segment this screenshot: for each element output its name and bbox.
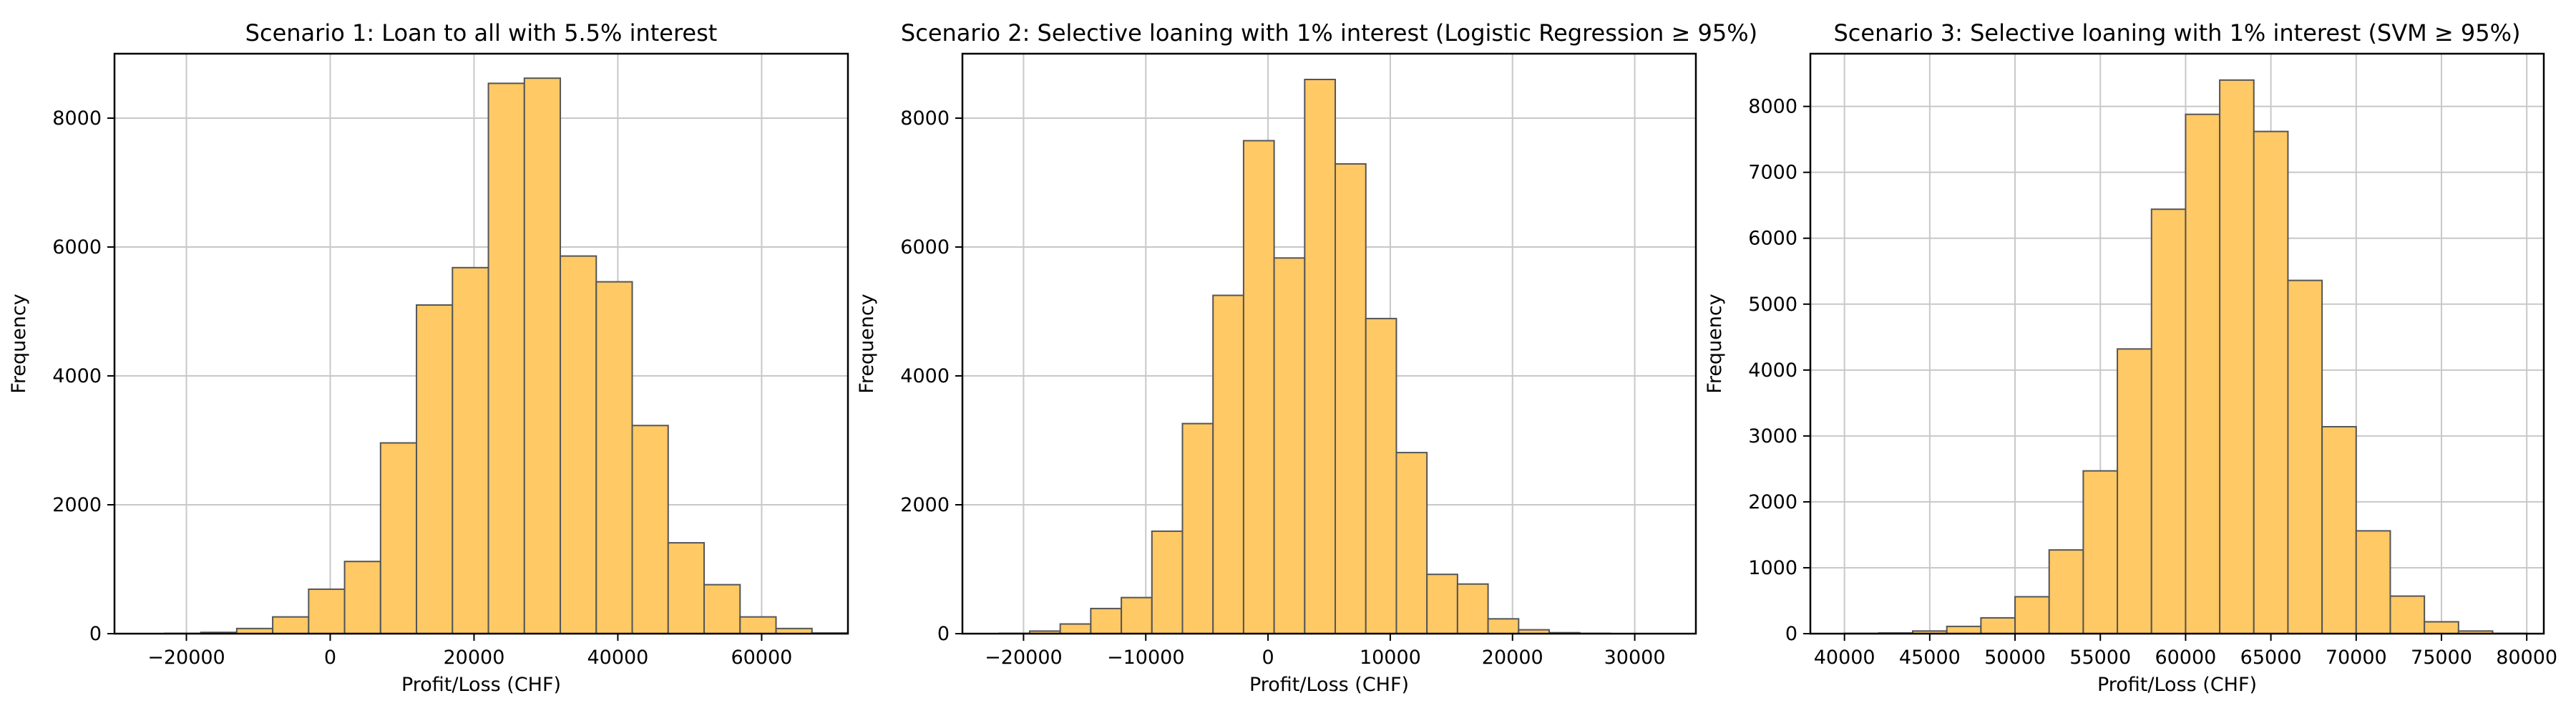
histogram-bar [2389,595,2426,635]
y-tick-label: 0 [1785,623,1797,645]
y-tick-label: 6000 [1748,228,1797,250]
x-tick-label: −10000 [1107,647,1185,669]
x-tick-label: 80000 [2496,647,2557,669]
histogram-bar [2321,425,2357,635]
y-tick-label: 0 [89,623,102,645]
x-tick-label: 65000 [2240,647,2302,669]
axes-frame [1809,52,2545,635]
histogram-bar [2014,596,2050,634]
histogram-panel-scenario-3: 40000 45000 50000 55000 60000 65000 70000 75000… [1704,19,2557,696]
histogram-bar [487,82,525,634]
x-tick-label: 45000 [1899,647,1961,669]
histogram-bar [272,616,310,634]
histogram-bar [308,588,346,635]
histogram-bar [523,77,562,634]
y-tick-label: 7000 [1748,162,1797,184]
histogram-bar [1059,623,1092,634]
histogram-bar [2424,621,2459,635]
histogram-bar [1242,140,1275,634]
histogram-bar [1090,607,1123,635]
histogram-bar [1335,163,1367,634]
histogram-bar [1426,574,1458,635]
histogram-bar [1121,596,1153,634]
histogram-bar [2185,113,2221,634]
histogram-bar [1365,317,1397,634]
y-tick-label: 2000 [1748,491,1797,513]
histogram-bar [595,281,633,634]
histogram-bar [1946,625,1982,634]
x-tick-label: 60000 [2155,647,2216,669]
histogram-bar [2287,279,2323,634]
x-tick-label: 55000 [2069,647,2131,669]
histogram-bar [1181,422,1214,634]
histogram-panel-scenario-2: −20000 −10000 0 10000 20000 30000 0 2000 4000 600… [856,19,1757,696]
histogram-bar [416,304,454,634]
histogram-bar [1304,79,1337,634]
histogram-bar [631,425,669,634]
histogram-bar [2082,470,2119,634]
x-tick-label: 40000 [587,647,648,669]
histogram-bar [452,266,489,634]
axes-frame [961,52,1697,635]
y-tick-label: 3000 [1748,425,1797,448]
x-tick-label: 10000 [1360,647,1421,669]
histogram-bar [2253,130,2289,634]
x-tick-label: 0 [324,647,336,669]
y-tick-label: 2000 [52,494,102,516]
y-tick-label: 8000 [52,107,102,130]
y-tick-label: 6000 [900,236,950,258]
y-tick-label: 5000 [1748,294,1797,316]
x-tick-label: 0 [1262,647,1274,669]
y-tick-label: 8000 [900,107,950,130]
histogram-bar [703,584,741,634]
histogram-panel-scenario-1: −20000 0 20000 40000 60000 0 2000 4000 6000 8000 S… [8,19,849,696]
x-tick-label: 20000 [443,647,504,669]
histogram-bar [2048,549,2084,635]
y-tick-label: 1000 [1748,557,1797,579]
x-tick-label: 50000 [1984,647,2046,669]
histogram-bar [343,561,381,635]
y-tick-label: 0 [937,623,950,645]
x-axis-label: Profit/Loss (CHF) [2097,674,2257,696]
x-tick-label: 20000 [1482,647,1543,669]
histogram-bar [1273,257,1306,634]
histogram-bar [2117,348,2152,634]
histogram-bar [1151,530,1184,635]
chart-title: Scenario 2: Selective loaning with 1% in… [901,19,1757,47]
x-tick-label: 40000 [1814,647,1875,669]
histogram-bar [1456,583,1489,635]
histogram-bar [667,542,706,634]
y-tick-label: 4000 [900,365,950,387]
histogram-bar [1212,294,1244,634]
histogram-bar [1980,616,2016,635]
x-tick-label: 60000 [731,647,792,669]
y-tick-label: 2000 [900,494,950,516]
histogram-bar [2219,79,2255,635]
y-tick-label: 4000 [1748,359,1797,382]
histogram-bar [1395,452,1428,634]
x-tick-label: 70000 [2326,647,2387,669]
chart-title: Scenario 3: Selective loaning with 1% in… [1833,19,2520,47]
histogram-bar [2355,530,2391,635]
y-tick-label: 6000 [52,236,102,258]
x-tick-label: −20000 [147,647,225,669]
x-tick-label: −20000 [985,647,1063,669]
y-axis-label: Frequency [856,294,878,394]
x-tick-label: 30000 [1604,647,1666,669]
x-axis-label: Profit/Loss (CHF) [401,674,561,696]
chart-title: Scenario 1: Loan to all with 5.5% intere… [245,19,718,47]
y-tick-label: 8000 [1748,96,1797,118]
histogram-bar [2150,208,2187,634]
axes-frame [113,52,849,635]
y-axis-label: Frequency [8,294,30,394]
x-tick-label: 75000 [2411,647,2472,669]
histogram-bar [739,616,777,634]
histogram-bar [379,442,418,634]
y-tick-label: 4000 [52,365,102,387]
x-axis-label: Profit/Loss (CHF) [1249,674,1409,696]
y-axis-label: Frequency [1704,294,1726,394]
histogram-bar [560,255,597,635]
histogram-bar [1487,618,1520,634]
